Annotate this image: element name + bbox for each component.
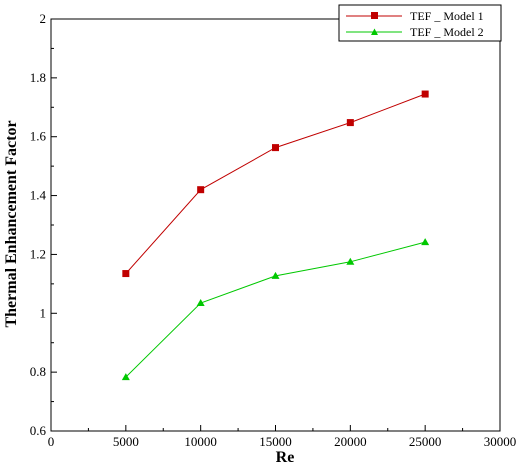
series-model-1 [122,90,429,278]
legend: TEF _ Model 1 TEF _ Model 2 [338,4,502,42]
y-tick-label: 1 [40,305,47,320]
x-tick-label: 30000 [484,434,517,449]
legend-label-model-2: TEF _ Model 2 [410,25,484,39]
data-point [197,186,205,194]
y-tick-label: 1.6 [30,129,47,144]
x-tick-label: 15000 [259,434,292,449]
x-axis-ticks: 0 5000 10000 15000 20000 25000 30000 [48,425,517,449]
data-point [121,373,130,381]
legend-label-model-1: TEF _ Model 1 [410,9,484,23]
y-tick-label: 0.6 [30,423,47,438]
data-point [421,238,430,246]
y-tick-label: 0.8 [30,364,46,379]
x-tick-label: 5000 [113,434,139,449]
series-line-model-2 [125,241,426,378]
series-line-model-1 [125,93,426,274]
data-point [122,270,130,278]
x-tick-label: 25000 [409,434,442,449]
y-tick-label: 1.8 [30,70,46,85]
series-group [121,90,430,381]
y-tick-label: 2 [40,11,47,26]
x-axis-title: Re [276,449,295,466]
series-model-2 [121,238,430,381]
legend-marker-model-1 [371,12,378,19]
plot-area-border [50,18,501,432]
y-axis-title: Thermal Enhancement Factor [3,120,20,327]
data-point [421,90,429,98]
data-point [346,119,354,127]
data-point [272,144,279,152]
y-tick-label: 1.2 [30,246,46,261]
data-point [196,298,205,306]
plot-frame [50,18,501,432]
y-tick-label: 1.4 [30,188,47,203]
x-tick-label: 0 [48,434,55,449]
legend-marker-model-2 [371,28,378,35]
legend-box [338,4,502,42]
data-point [271,271,280,279]
x-tick-label: 10000 [184,434,217,449]
x-tick-label: 20000 [334,434,367,449]
y-axis-ticks: 0.6 0.8 1 1.2 1.4 1.6 1.8 2 [30,11,57,438]
data-point [346,257,355,265]
